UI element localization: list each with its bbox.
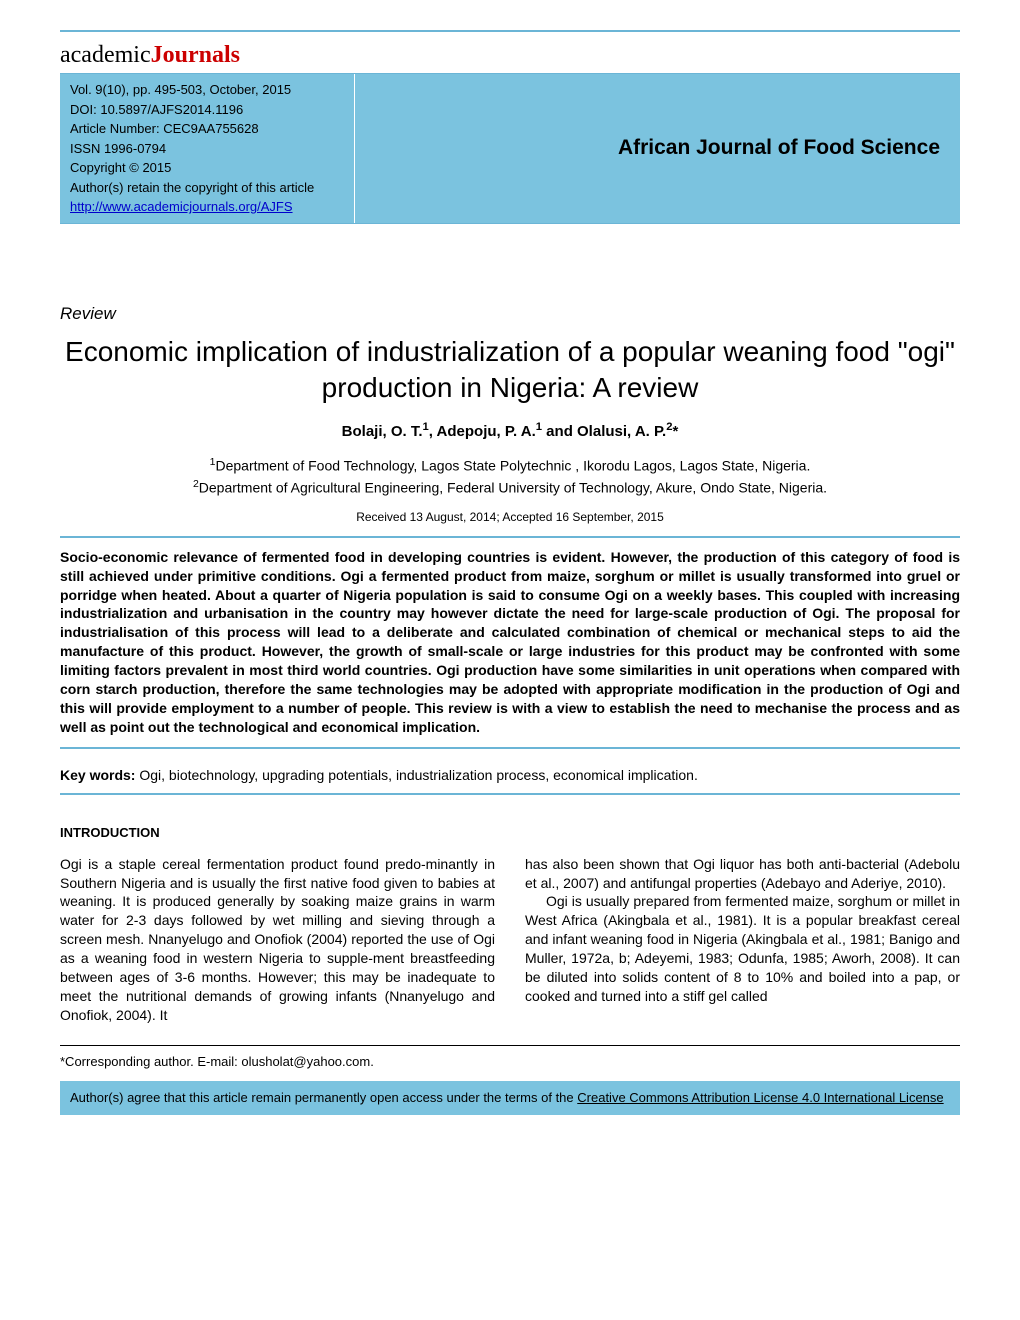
meta-copyright: Copyright © 2015 [70,158,314,178]
column-left: Ogi is a staple cereal fermentation prod… [60,855,495,1025]
col2-para2: Ogi is usually prepared from fermented m… [525,892,960,1005]
journal-title: African Journal of Food Science [618,136,940,160]
page: academicJournals Vol. 9(10), pp. 495-503… [0,0,1020,1155]
keywords: Key words: Ogi, biotechnology, upgrading… [60,759,960,795]
meta-url-link[interactable]: http://www.academicjournals.org/AJFS [70,199,293,214]
meta-article-number: Article Number: CEC9AA755628 [70,119,314,139]
meta-doi: DOI: 10.5897/AJFS2014.1196 [70,100,314,120]
license-link[interactable]: Creative Commons Attribution License 4.0… [577,1090,943,1105]
publisher-logo: academicJournals [60,42,960,69]
affiliation-2: 2Department of Agricultural Engineering,… [60,477,960,498]
article-type: Review [60,304,960,324]
section-introduction: INTRODUCTION [60,825,960,840]
top-rule [60,30,960,32]
col1-para: Ogi is a staple cereal fermentation prod… [60,855,495,1025]
col2-para1: has also been shown that Ogi liquor has … [525,855,960,893]
meta-issn: ISSN 1996-0794 [70,139,314,159]
column-right: has also been shown that Ogi liquor has … [525,855,960,1025]
abstract-block: Socio-economic relevance of fermented fo… [60,536,960,749]
corresponding-author: *Corresponding author. E-mail: olusholat… [60,1045,960,1073]
keywords-label: Key words: [60,767,135,783]
logo-part1: academic [60,42,151,68]
body-columns: Ogi is a staple cereal fermentation prod… [60,855,960,1025]
license-text: Author(s) agree that this article remain… [70,1090,577,1105]
meta-vol: Vol. 9(10), pp. 495-503, October, 2015 [70,80,314,100]
dates: Received 13 August, 2014; Accepted 16 Se… [60,510,960,524]
abstract-text: Socio-economic relevance of fermented fo… [60,548,960,737]
affiliation-1: 1Department of Food Technology, Lagos St… [60,455,960,476]
affiliations: 1Department of Food Technology, Lagos St… [60,455,960,498]
header-bar: Vol. 9(10), pp. 495-503, October, 2015 D… [60,73,960,224]
footer-block: *Corresponding author. E-mail: olusholat… [60,1045,960,1115]
logo-part2: Journals [151,42,240,68]
license-box: Author(s) agree that this article remain… [60,1081,960,1115]
journal-title-cell: African Journal of Food Science [355,74,960,223]
authors: Bolaji, O. T.1, Adepoju, P. A.1 and Olal… [60,421,960,440]
meta-box: Vol. 9(10), pp. 495-503, October, 2015 D… [60,74,355,223]
article-title: Economic implication of industrializatio… [60,334,960,407]
meta-rights: Author(s) retain the copyright of this a… [70,178,314,198]
content: Review Economic implication of industria… [60,304,960,1115]
keywords-text: Ogi, biotechnology, upgrading potentials… [135,767,697,783]
